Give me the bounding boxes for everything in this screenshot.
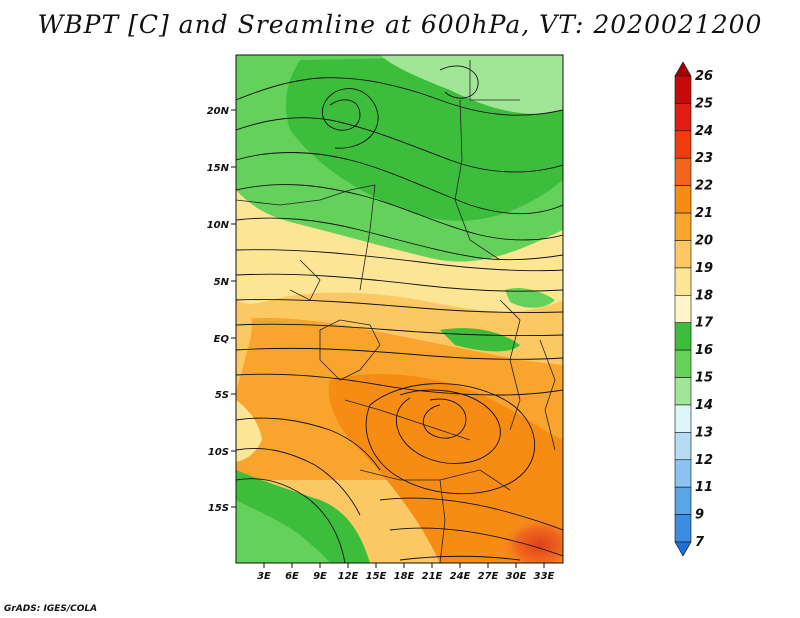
colorbar-swatch <box>674 404 692 433</box>
lon-label: 3E <box>257 571 271 582</box>
colorbar-swatch <box>674 157 692 186</box>
colorbar-triangle-bottom <box>674 541 692 557</box>
lon-label: 12E <box>338 571 359 582</box>
colorbar-label: 19 <box>695 261 713 276</box>
latitude-axis: 20N 15N 10N 5N EQ 5S 10S 15S <box>207 106 236 514</box>
colorbar-swatch <box>674 349 692 378</box>
lon-label: 27E <box>478 571 499 582</box>
lon-label: 24E <box>450 571 471 582</box>
lat-label: 15N <box>207 163 230 174</box>
lon-label: 9E <box>313 571 327 582</box>
colorbar-label: 16 <box>695 343 713 358</box>
colorbar-label: 11 <box>695 480 713 495</box>
colorbar-label: 15 <box>695 371 713 386</box>
map-frame <box>235 54 564 564</box>
colorbar-label: 26 <box>695 69 713 84</box>
streamlines <box>236 65 563 563</box>
lon-label: 15E <box>366 571 387 582</box>
colorbar-label: 24 <box>695 124 713 139</box>
colorbar-swatch <box>674 377 692 406</box>
colorbar-swatch <box>674 486 692 515</box>
lon-label: 33E <box>534 571 555 582</box>
colorbar-swatch <box>674 432 692 461</box>
colorbar-swatch <box>674 130 692 159</box>
lat-label: 10N <box>207 220 230 231</box>
lat-label: 20N <box>207 106 230 117</box>
colorbar-swatch <box>674 75 692 104</box>
lon-label: 21E <box>422 571 443 582</box>
wbpt-shading <box>236 55 563 563</box>
colorbar-swatch <box>674 459 692 488</box>
colorbar-swatch <box>674 267 692 296</box>
colorbar-label: 21 <box>695 206 713 221</box>
colorbar-swatch <box>674 240 692 269</box>
chart-title: WBPT [C] and Sreamline at 600hPa, VT: 20… <box>37 10 763 39</box>
country-borders <box>236 60 556 563</box>
colorbar-label: 25 <box>695 96 713 111</box>
lat-label: 5S <box>215 390 229 401</box>
lat-label: 15S <box>208 503 229 514</box>
colorbar: 26 25 24 23 22 21 20 19 18 17 16 15 14 13 12 11 9 7 <box>674 61 714 557</box>
lat-label: 10S <box>208 447 229 458</box>
colorbar-swatch <box>674 294 692 324</box>
lon-label: 30E <box>506 571 527 582</box>
longitude-axis: 3E 6E 9E 12E 15E 18E 21E 24E 27E 30E 33E <box>257 563 555 582</box>
colorbar-label: 23 <box>695 151 713 166</box>
lon-label: 6E <box>285 571 299 582</box>
colorbar-label: 14 <box>695 398 713 413</box>
lat-label: 5N <box>214 277 230 288</box>
colorbar-swatch <box>674 185 692 214</box>
colorbar-label: 20 <box>695 233 713 248</box>
colorbar-label: 13 <box>695 425 713 440</box>
credit-text: GrADS: IGES/COLA <box>4 604 98 614</box>
colorbar-label: 22 <box>695 179 713 194</box>
colorbar-swatch <box>674 514 692 543</box>
colorbar-label: 17 <box>695 316 714 331</box>
colorbar-label: 12 <box>695 453 713 468</box>
colorbar-label: 18 <box>695 288 713 303</box>
colorbar-swatch <box>674 103 692 132</box>
colorbar-triangle-top <box>674 61 692 77</box>
colorbar-swatch <box>674 212 692 241</box>
lat-label: EQ <box>214 334 230 345</box>
lon-label: 18E <box>394 571 415 582</box>
colorbar-swatch <box>674 322 692 351</box>
colorbar-label: 7 <box>695 535 705 550</box>
colorbar-label: 9 <box>695 508 704 523</box>
